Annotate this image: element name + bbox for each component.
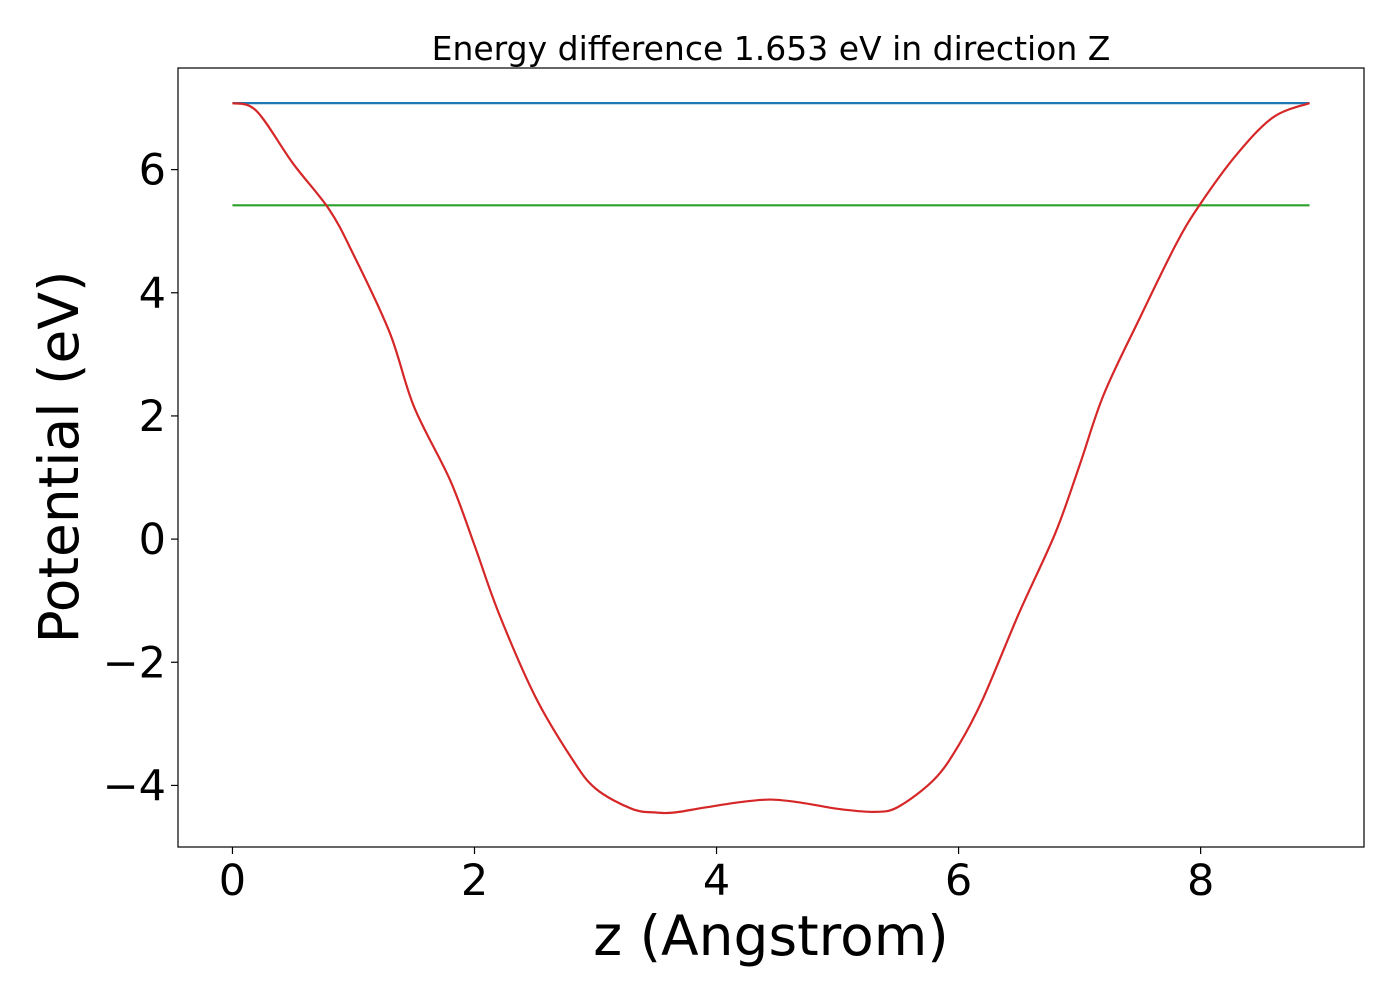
y-ticks: −4 −2 0 2 4 6 xyxy=(103,146,178,811)
x-axis-label: z (Angstrom) xyxy=(593,904,949,968)
y-tick-label: 4 xyxy=(139,269,166,319)
x-tick-label: 6 xyxy=(945,856,972,906)
y-tick-label: −4 xyxy=(103,761,166,811)
series-layer xyxy=(232,102,1310,815)
x-tick-label: 8 xyxy=(1187,856,1214,906)
y-tick-label: 0 xyxy=(139,515,166,565)
y-tick-label: 2 xyxy=(139,392,166,442)
y-tick-label: 6 xyxy=(139,146,166,196)
x-tick-label: 0 xyxy=(219,856,246,906)
series-line-2 xyxy=(232,102,1310,815)
x-ticks: 0 2 4 6 8 xyxy=(219,847,1214,906)
y-axis-label: Potential (eV) xyxy=(27,271,91,644)
chart-title: Energy difference 1.653 eV in direction … xyxy=(432,29,1111,68)
plot-frame xyxy=(177,67,1365,848)
y-tick-label: −2 xyxy=(103,638,166,688)
x-tick-label: 2 xyxy=(461,856,488,906)
x-tick-label: 4 xyxy=(703,856,730,906)
